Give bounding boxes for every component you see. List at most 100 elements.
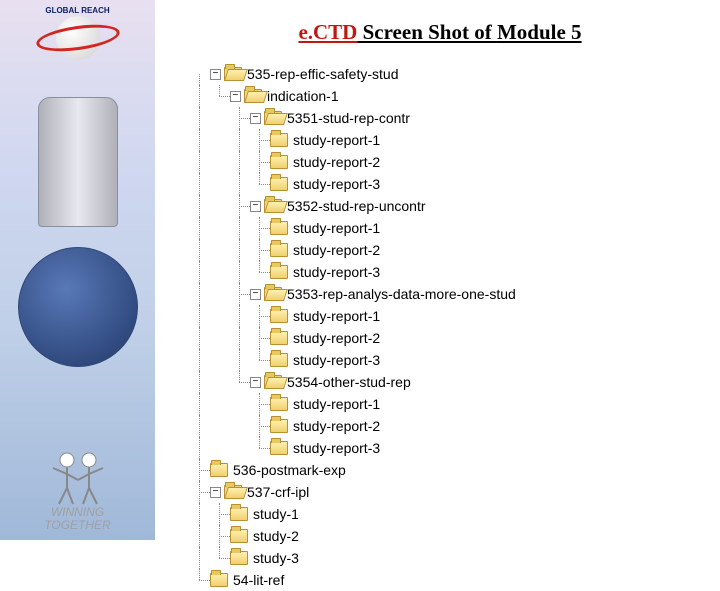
tree-connector <box>230 283 250 305</box>
title-mid: Screen Shot of <box>357 20 497 44</box>
tree-connector <box>230 261 250 283</box>
tree-node-label: 5354-other-stud-rep <box>287 375 411 389</box>
tree-node[interactable]: study-report-3 <box>190 261 710 283</box>
folder-open-icon <box>224 485 242 499</box>
tree-connector <box>250 393 270 415</box>
tree-node[interactable]: study-report-3 <box>190 173 710 195</box>
tree-node[interactable]: − 5354-other-stud-rep <box>190 371 710 393</box>
tree-connector <box>230 195 250 217</box>
tree-connector <box>210 437 230 459</box>
wire-globe-image <box>18 247 138 367</box>
tree-connector <box>210 525 230 547</box>
tree-connector <box>190 239 210 261</box>
tree-connector <box>250 415 270 437</box>
tree-connector <box>190 569 210 591</box>
tree-connector <box>230 437 250 459</box>
tree-connector <box>190 547 210 569</box>
expand-toggle[interactable]: − <box>250 201 261 212</box>
tree-connector <box>210 503 230 525</box>
title-prefix: e.CTD <box>298 20 357 44</box>
tree-node[interactable]: study-report-1 <box>190 393 710 415</box>
tree-connector <box>190 195 210 217</box>
tree-connector <box>230 327 250 349</box>
tree-node-label: 5353-rep-analys-data-more-one-stud <box>287 287 516 301</box>
folder-closed-icon <box>230 507 248 521</box>
tree-connector <box>230 129 250 151</box>
tree-connector <box>190 415 210 437</box>
tree-connector <box>210 305 230 327</box>
tree-node[interactable]: study-report-2 <box>190 239 710 261</box>
expand-toggle[interactable]: − <box>250 377 261 388</box>
tree-connector <box>210 129 230 151</box>
folder-tree: −535-rep-effic-safety-stud−indication-1−… <box>190 63 710 591</box>
tree-connector <box>250 305 270 327</box>
expand-toggle[interactable]: − <box>250 113 261 124</box>
folder-closed-icon <box>270 243 288 257</box>
tree-node-label: study-report-1 <box>293 397 380 411</box>
tree-node[interactable]: study-report-1 <box>190 129 710 151</box>
tree-connector <box>230 217 250 239</box>
page-title: e.CTD Screen Shot of Module 5 <box>170 20 710 45</box>
tree-connector <box>190 217 210 239</box>
tree-connector <box>210 217 230 239</box>
tree-node[interactable]: study-report-1 <box>190 217 710 239</box>
tree-node[interactable]: −535-rep-effic-safety-stud <box>190 63 710 85</box>
tree-node[interactable]: − 537-crf-ipl <box>190 481 710 503</box>
folder-closed-icon <box>230 551 248 565</box>
tree-node[interactable]: study-2 <box>190 525 710 547</box>
tree-node-label: 537-crf-ipl <box>247 485 309 499</box>
tree-node[interactable]: −5351-stud-rep-contr <box>190 107 710 129</box>
equipment-image <box>38 97 118 227</box>
tree-node-label: study-report-3 <box>293 353 380 367</box>
tree-connector <box>250 129 270 151</box>
tree-connector <box>250 173 270 195</box>
title-suffix: Module 5 <box>497 20 582 44</box>
tree-connector <box>210 371 230 393</box>
footer-line2: TOGETHER <box>44 519 110 532</box>
tree-connector <box>250 217 270 239</box>
sidebar-bottom: WINNING TOGETHER <box>0 446 155 540</box>
tree-node-label: study-2 <box>253 529 299 543</box>
tree-node-label: 5352-stud-rep-uncontr <box>287 199 426 213</box>
tree-connector <box>190 283 210 305</box>
sidebar: GLOBAL REACH WINNING TOGETHER <box>0 0 155 540</box>
tree-node[interactable]: − 5353-rep-analys-data-more-one-stud <box>190 283 710 305</box>
tree-connector <box>230 305 250 327</box>
tree-connector <box>190 107 210 129</box>
expand-toggle[interactable]: − <box>210 69 221 80</box>
tree-connector <box>210 349 230 371</box>
tree-node[interactable]: 536-postmark-exp <box>190 459 710 481</box>
folder-closed-icon <box>270 155 288 169</box>
expand-toggle[interactable]: − <box>210 487 221 498</box>
tree-node[interactable]: study-report-1 <box>190 305 710 327</box>
tree-node[interactable]: study-report-2 <box>190 415 710 437</box>
expand-toggle[interactable]: − <box>250 289 261 300</box>
tree-connector <box>210 195 230 217</box>
tree-connector <box>210 107 230 129</box>
tree-connector <box>190 85 210 107</box>
tree-connector <box>190 261 210 283</box>
expand-toggle[interactable]: − <box>230 91 241 102</box>
tree-node[interactable]: −indication-1 <box>190 85 710 107</box>
tree-node-label: study-report-3 <box>293 177 380 191</box>
tree-node[interactable]: − 5352-stud-rep-uncontr <box>190 195 710 217</box>
folder-closed-icon <box>270 353 288 367</box>
tree-connector <box>210 415 230 437</box>
tree-connector <box>190 371 210 393</box>
tree-node-label: study-report-2 <box>293 243 380 257</box>
tree-connector <box>230 151 250 173</box>
tree-node[interactable]: study-report-2 <box>190 151 710 173</box>
folder-open-icon <box>264 375 282 389</box>
tree-node[interactable]: study-report-2 <box>190 327 710 349</box>
tree-node-label: study-report-2 <box>293 419 380 433</box>
folder-closed-icon <box>270 419 288 433</box>
tree-node[interactable]: study-report-3 <box>190 437 710 459</box>
tree-node[interactable]: study-report-3 <box>190 349 710 371</box>
tree-node[interactable]: study-3 <box>190 547 710 569</box>
tree-connector <box>210 283 230 305</box>
tree-node[interactable]: 54-lit-ref <box>190 569 710 591</box>
tree-connector <box>190 63 210 85</box>
tree-node[interactable]: study-1 <box>190 503 710 525</box>
footer-line1: WINNING <box>44 506 110 519</box>
footer-text: WINNING TOGETHER <box>44 506 110 532</box>
